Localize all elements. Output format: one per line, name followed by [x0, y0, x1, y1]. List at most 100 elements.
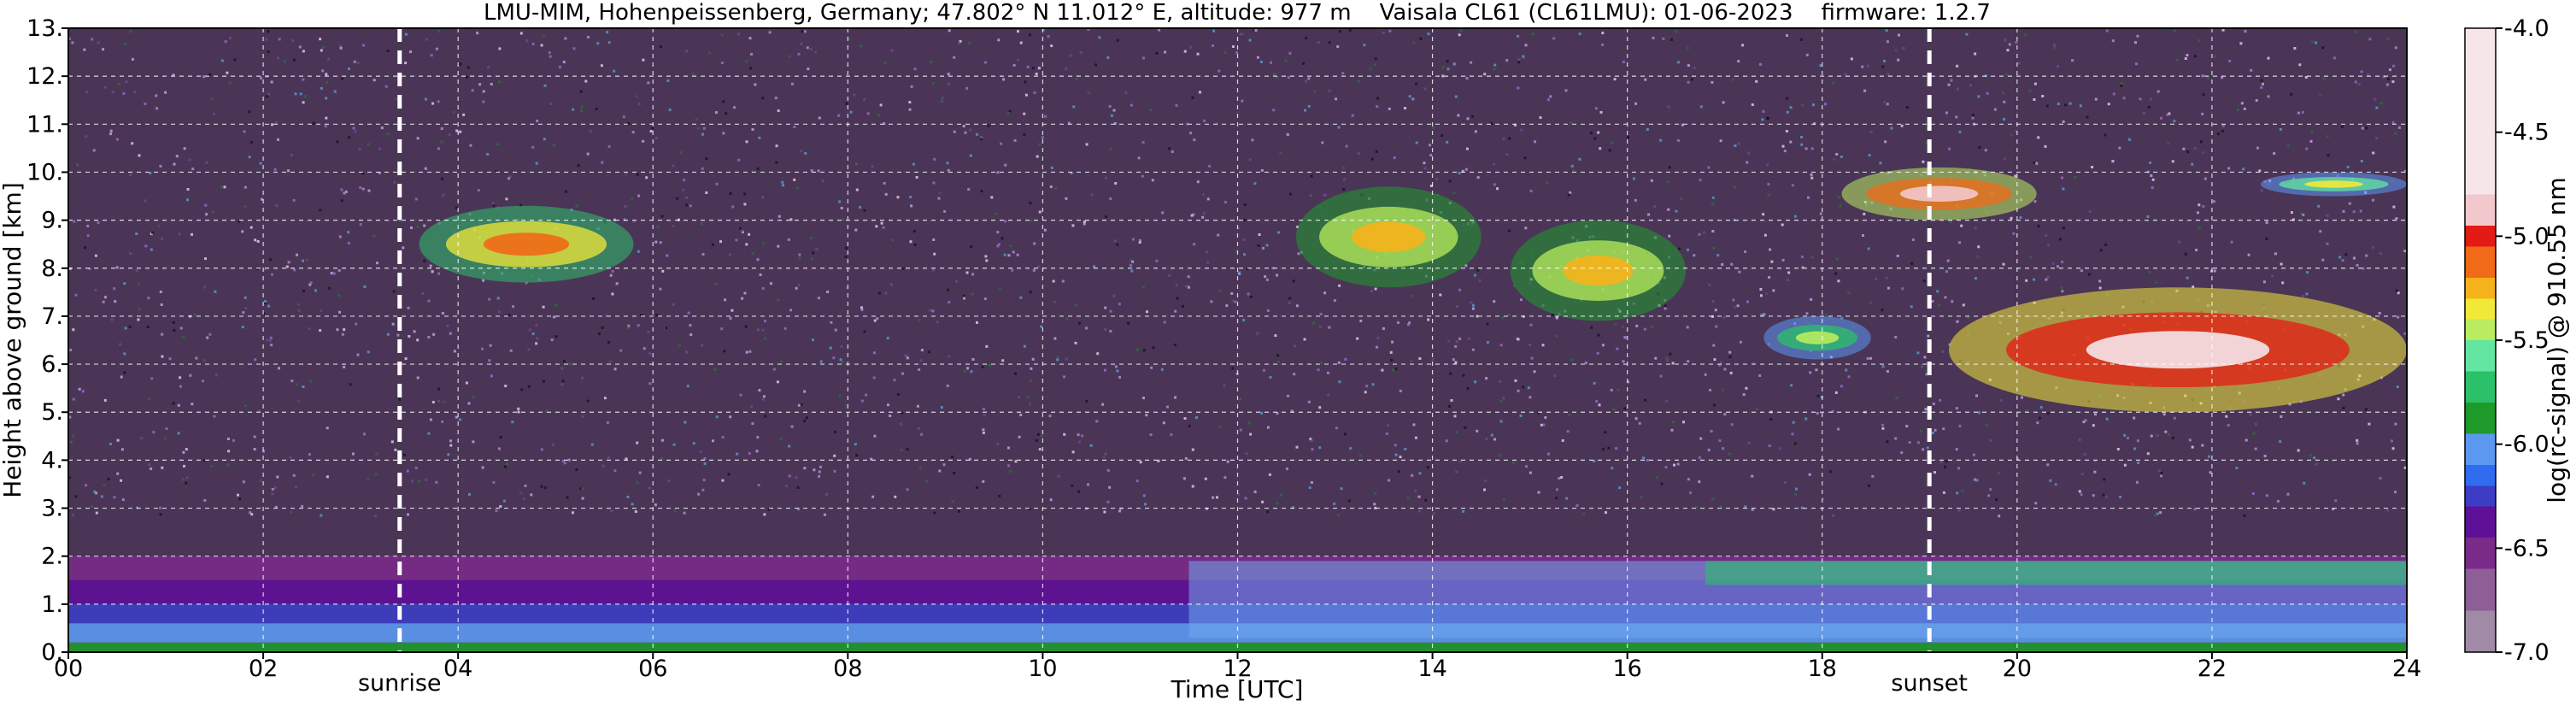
- noise-speck: [1054, 187, 1058, 191]
- noise-speck: [182, 336, 185, 339]
- noise-speck: [701, 253, 705, 256]
- noise-speck: [2247, 253, 2250, 256]
- noise-speck: [2338, 256, 2342, 259]
- noise-speck: [793, 126, 796, 128]
- noise-speck: [2240, 102, 2244, 105]
- noise-speck: [1768, 276, 1771, 279]
- noise-speck: [2005, 73, 2009, 76]
- noise-speck: [343, 191, 346, 195]
- noise-speck: [1886, 40, 1889, 44]
- noise-speck: [2216, 132, 2220, 136]
- noise-speck: [2403, 250, 2407, 253]
- noise-speck: [1810, 176, 1814, 179]
- noise-speck: [596, 42, 600, 45]
- noise-speck: [565, 190, 568, 193]
- noise-speck: [985, 344, 989, 348]
- noise-speck: [1711, 300, 1715, 303]
- noise-speck: [2080, 493, 2083, 497]
- noise-speck: [155, 94, 158, 97]
- noise-speck: [984, 255, 988, 258]
- noise-speck: [626, 122, 630, 126]
- noise-speck: [2322, 77, 2326, 80]
- noise-speck: [1881, 65, 1885, 68]
- noise-speck: [2178, 240, 2181, 244]
- noise-speck: [1253, 490, 1257, 493]
- noise-speck: [2079, 104, 2082, 108]
- noise-speck: [833, 454, 836, 457]
- noise-speck: [1650, 326, 1653, 328]
- noise-speck: [637, 324, 640, 327]
- noise-speck: [1529, 344, 1532, 346]
- noise-speck: [376, 262, 378, 265]
- noise-speck: [1971, 116, 1975, 120]
- noise-speck: [1018, 396, 1021, 399]
- noise-speck: [915, 176, 918, 179]
- sun-markers: sunrise sunset: [358, 28, 1968, 697]
- noise-speck: [290, 510, 293, 514]
- noise-speck: [817, 169, 820, 173]
- noise-speck: [495, 170, 498, 174]
- noise-speck: [610, 509, 613, 513]
- noise-speck: [1141, 174, 1144, 178]
- noise-speck: [647, 331, 650, 334]
- noise-speck: [780, 360, 783, 363]
- noise-speck: [302, 290, 305, 292]
- noise-speck: [115, 138, 119, 141]
- noise-speck: [1614, 322, 1617, 326]
- noise-speck: [849, 110, 853, 114]
- noise-speck: [1418, 357, 1422, 360]
- noise-speck: [2379, 252, 2382, 256]
- noise-speck: [1202, 193, 1206, 197]
- noise-speck: [1374, 57, 1377, 61]
- noise-speck: [1667, 105, 1670, 109]
- noise-speck: [2304, 76, 2308, 79]
- noise-speck: [687, 311, 690, 315]
- noise-speck: [508, 175, 512, 179]
- noise-speck: [1106, 500, 1110, 503]
- noise-speck: [751, 252, 754, 256]
- noise-speck: [404, 357, 408, 361]
- noise-speck: [1017, 58, 1020, 62]
- noise-speck: [659, 45, 662, 48]
- noise-speck: [519, 32, 523, 35]
- noise-speck: [1260, 411, 1264, 415]
- noise-speck: [966, 367, 969, 370]
- noise-speck: [2310, 130, 2314, 133]
- noise-speck: [1030, 367, 1033, 370]
- y-tick-label: 6.: [41, 351, 63, 378]
- cloud-core: [1351, 221, 1426, 252]
- noise-speck: [611, 292, 614, 296]
- noise-speck: [1454, 361, 1458, 364]
- noise-texture: [68, 28, 2407, 518]
- noise-speck: [906, 356, 909, 360]
- noise-speck: [1333, 299, 1336, 303]
- noise-speck: [1976, 255, 1980, 258]
- noise-speck: [2372, 198, 2374, 202]
- noise-speck: [2149, 161, 2152, 164]
- noise-speck: [1667, 208, 1670, 211]
- noise-speck: [622, 115, 625, 119]
- noise-speck: [150, 467, 153, 470]
- noise-speck: [1948, 147, 1951, 150]
- noise-speck: [144, 244, 148, 248]
- noise-speck: [1036, 432, 1040, 436]
- noise-speck: [1596, 352, 1599, 355]
- noise-speck: [953, 130, 956, 133]
- noise-speck: [1999, 399, 2003, 403]
- noise-speck: [269, 336, 273, 339]
- noise-speck: [906, 448, 909, 451]
- noise-speck: [2302, 213, 2305, 216]
- noise-speck: [337, 269, 341, 272]
- noise-speck: [117, 83, 120, 86]
- noise-speck: [810, 256, 813, 260]
- noise-speck: [531, 145, 535, 149]
- noise-speck: [2045, 104, 2049, 108]
- noise-speck: [1762, 213, 1765, 216]
- noise-speck: [940, 406, 943, 409]
- noise-speck: [1736, 304, 1740, 308]
- noise-speck: [2255, 99, 2258, 102]
- noise-speck: [159, 513, 162, 516]
- noise-speck: [2260, 79, 2263, 82]
- noise-speck: [2260, 85, 2263, 89]
- noise-speck: [2160, 116, 2163, 120]
